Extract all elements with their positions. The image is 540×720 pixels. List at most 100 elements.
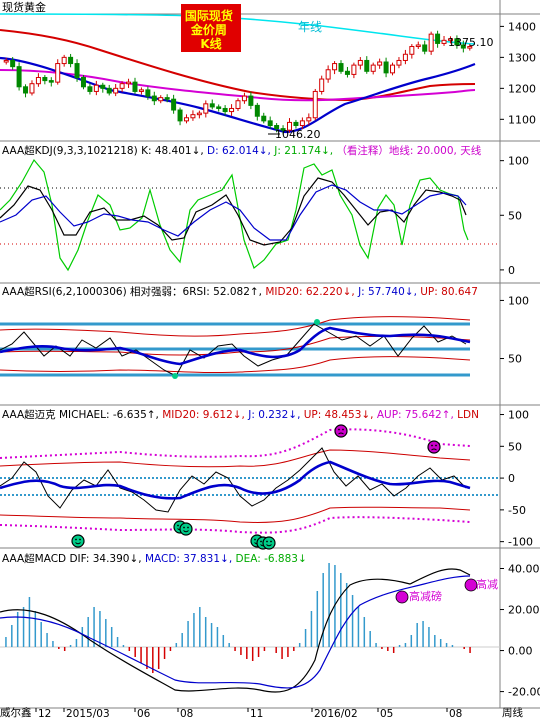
rsi-panel: AAA超RSI(6,2,1000306) 相对强弱：6RSI: 52.082↑,…: [0, 285, 540, 406]
candle: [61, 54, 67, 67]
michael-adn-band: [0, 516, 471, 534]
x-tick-label: 12: [38, 708, 51, 720]
x-axis: 12 2015/03 06 08 11 2016/02 05 08 威尔鑫 周线: [0, 706, 540, 720]
macd-annotation-2: 高减: [476, 577, 498, 591]
candle: [435, 30, 441, 48]
low-price-label: 1046.20: [275, 128, 321, 141]
candle: [319, 75, 325, 95]
candle: [351, 62, 357, 79]
macd-signal-2: 高减: [464, 577, 498, 592]
macd-annotation-1: 高减磅: [409, 589, 442, 603]
header-segment: D: 62.014↓,: [207, 145, 274, 157]
macd-dea-line: [0, 575, 471, 689]
candle: [171, 94, 177, 114]
header-segment: J: 21.174↓,: [273, 145, 336, 157]
candle: [467, 44, 473, 51]
candle: [100, 82, 106, 93]
x-tick-label: 11: [250, 708, 263, 720]
macd-y-axis: 40.00 20.00 0.00 -20.00: [500, 563, 540, 699]
candle: [80, 75, 86, 90]
candle: [164, 94, 170, 103]
header-segment: K: 48.401↓,: [141, 145, 207, 157]
candle: [229, 104, 235, 116]
high-price-label: 1375.10: [448, 36, 494, 49]
candle: [203, 100, 209, 118]
candle: [293, 119, 299, 129]
candle: [29, 80, 35, 96]
michael-dn-band: [0, 506, 471, 523]
y-tick-label: 50: [508, 353, 522, 366]
candle: [183, 114, 189, 124]
kdj-j-line: [0, 158, 469, 272]
header-segment: UP: 80.647: [420, 286, 478, 298]
rsi-down-band: [0, 356, 471, 374]
candle: [409, 44, 415, 59]
kdj-y-axis: 0 50 100: [500, 155, 529, 277]
candle: [16, 62, 22, 91]
candle: [55, 59, 61, 85]
candle: [35, 73, 41, 87]
candle: [68, 53, 74, 68]
candle: [332, 61, 338, 75]
candle: [338, 60, 344, 74]
candle: [42, 75, 48, 85]
y-tick-label: -20.00: [508, 686, 540, 699]
header-segment: DEA: -6.883↓: [236, 553, 307, 565]
candle: [415, 41, 421, 50]
y-tick-label: 20.00: [508, 604, 540, 617]
y-tick-label: 1400: [508, 20, 536, 33]
candle: [10, 57, 16, 70]
header-segment: LDN: [457, 409, 479, 421]
kdj-panel: AAA超KDJ(9,3,3,1021218) K: 48.401↓, D: 62…: [0, 144, 540, 284]
candle: [428, 31, 434, 55]
x-tick-label: 08: [449, 708, 462, 720]
header-segment: MID20: 9.612↓,: [162, 409, 248, 421]
y-tick-label: 1300: [508, 51, 536, 64]
x-tick-label: 06: [137, 708, 151, 720]
x-tick-label: 2015/03: [66, 708, 110, 720]
footer-right-label: 周线: [502, 706, 523, 719]
y-tick-label: 100: [508, 155, 529, 168]
rsi-header: AAA超RSI(6,2,1000306) 相对强弱：6RSI: 52.082↑,…: [2, 285, 478, 298]
candle: [87, 83, 93, 95]
candle: [383, 57, 389, 78]
candle: [113, 84, 119, 97]
y-tick-label: -100: [508, 536, 533, 549]
candle: [158, 95, 164, 104]
kdj-d-line: [0, 184, 467, 241]
badge-box: [181, 4, 241, 52]
y-tick-label: 0.00: [508, 645, 533, 658]
y-tick-label: 0: [508, 472, 515, 485]
y-tick-label: 50: [508, 440, 522, 453]
header-segment: MID20: 62.220↓,: [265, 286, 358, 298]
candle: [267, 116, 273, 129]
michael-panel: AAA超迈克 MICHAEL: -6.635↑, MID20: 9.612↓, …: [0, 408, 540, 550]
frown-icon: [334, 424, 348, 438]
candle: [190, 110, 196, 121]
candle: [447, 36, 453, 44]
frown-icon: [464, 578, 478, 592]
candle: [222, 105, 228, 116]
candle: [248, 91, 254, 110]
candle: [23, 84, 29, 98]
candle: [261, 112, 267, 124]
header-segment: MACD: 37.831↓,: [145, 553, 236, 565]
magenta-ma-line: [0, 69, 476, 102]
candle: [344, 66, 350, 78]
michael-up-band: [0, 449, 471, 468]
y-tick-label: 1200: [508, 82, 536, 95]
header-segment: AAA超KDJ(9,3,3,1021218): [2, 144, 141, 157]
blue-ma-line: [0, 56, 476, 134]
rsi-up-band: [0, 316, 471, 337]
macd-header: AAA超MACD DIF: 34.390↓, MACD: 37.831↓, DE…: [2, 552, 307, 565]
y-tick-label: 40.00: [508, 563, 540, 576]
macd-signal-1: 高减磅: [395, 589, 442, 604]
header-segment: AAA超迈克 MICHAEL: -6.635↑,: [2, 408, 162, 421]
kdj-header: AAA超KDJ(9,3,3,1021218) K: 48.401↓, D: 62…: [2, 144, 482, 157]
y-tick-label: 100: [508, 409, 529, 422]
rsi-y-axis: 50 100: [500, 294, 529, 366]
smile-icon: [71, 534, 85, 548]
candle: [370, 62, 376, 75]
candle: [357, 57, 363, 70]
